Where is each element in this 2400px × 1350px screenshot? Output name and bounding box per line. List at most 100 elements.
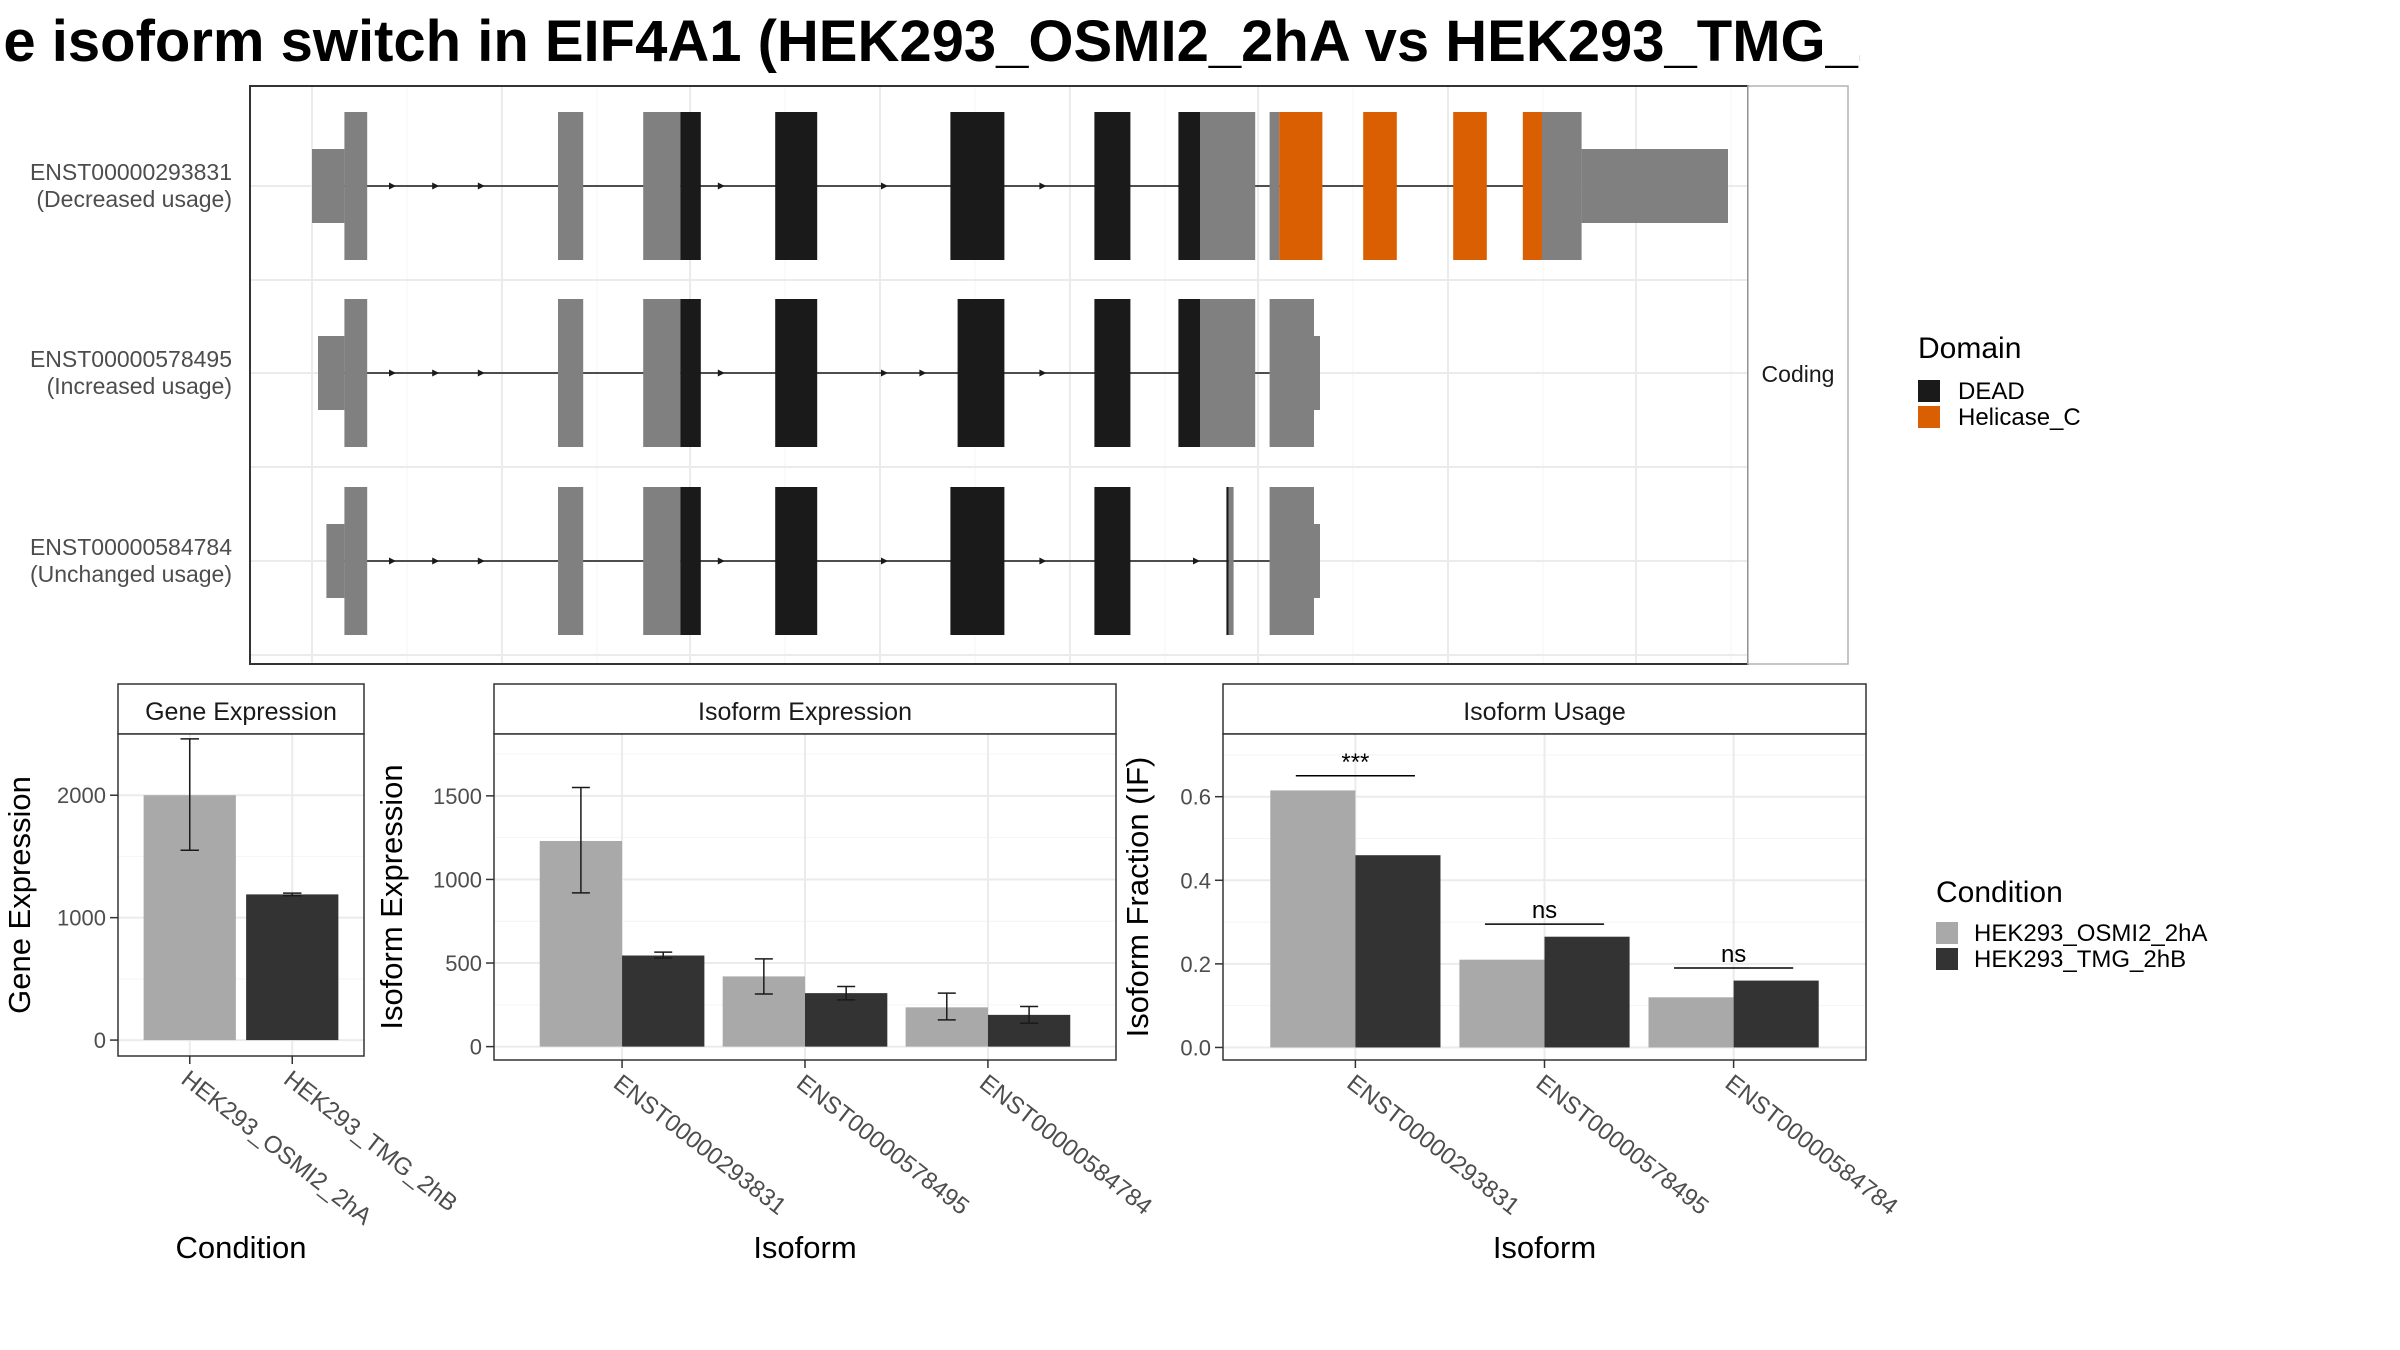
exon-segment: [344, 487, 368, 635]
coding-strip: [1747, 85, 1849, 665]
exon-segment: [558, 112, 584, 260]
y-tick-label: 2000: [57, 783, 106, 808]
domain-legend-label: DEAD: [1958, 378, 2025, 405]
intron-direction-arrow: [1039, 369, 1047, 377]
exon-segment: [643, 487, 681, 635]
exon-segment: [1178, 112, 1200, 260]
significance-label: ns: [1532, 897, 1557, 924]
x-axis-title: Isoform: [753, 1230, 856, 1265]
condition-legend-key: [1936, 948, 1958, 970]
intron-direction-arrow: [432, 557, 440, 565]
exon-segment: [643, 112, 681, 260]
exon-segment: [1226, 487, 1229, 635]
exon-segment: [558, 299, 584, 447]
exon-segment: [1314, 336, 1320, 410]
exon-segment: [1094, 487, 1131, 635]
intron-direction-arrow: [389, 182, 396, 190]
panel-strip-label: Gene Expression: [145, 698, 337, 726]
bar: [1733, 980, 1819, 1048]
exon-segment: [1522, 112, 1542, 260]
isoform-label-id: ENST00000293831: [30, 159, 232, 185]
condition-legend-label: HEK293_OSMI2_2hA: [1974, 920, 2207, 947]
exon-segment: [1178, 299, 1200, 447]
intron-direction-arrow: [717, 369, 725, 377]
x-tick-label: ENST00000578495: [1531, 1069, 1714, 1220]
x-axis-title: Condition: [176, 1230, 307, 1265]
intron-direction-arrow: [1039, 557, 1047, 565]
condition-legend-label: HEK293_TMG_2hB: [1974, 946, 2186, 973]
bar: [1355, 855, 1441, 1048]
bar: [805, 993, 888, 1047]
y-tick-label: 0: [94, 1028, 106, 1053]
exon-segment: [775, 487, 818, 635]
exon-segment: [1363, 112, 1397, 260]
x-tick-label: ENST00000293831: [1342, 1069, 1525, 1220]
panel-strip: [493, 683, 1117, 735]
y-tick-label: 1000: [57, 906, 106, 931]
exon-segment: [1200, 112, 1256, 260]
bar: [1270, 790, 1356, 1048]
isoform-label-usage: (Unchanged usage): [30, 561, 232, 587]
exon-segment: [558, 487, 584, 635]
y-tick-label: 0.6: [1180, 785, 1211, 810]
exon-segment: [775, 299, 818, 447]
domain-legend-title: Domain: [1918, 332, 2021, 365]
isoform-label-usage: (Decreased usage): [36, 186, 232, 212]
bar: [622, 955, 705, 1047]
y-tick-label: 1000: [433, 867, 482, 892]
exon-segment: [950, 112, 1005, 260]
bar: [1544, 936, 1630, 1048]
x-tick-label: HEK293_OSMI2_2hA: [176, 1065, 377, 1230]
y-tick-label: 0.2: [1180, 952, 1211, 977]
intron-direction-arrow: [432, 182, 440, 190]
isoform-expression-panel: Isoform Expression 0 500 1000 1500 ENST000002…: [374, 683, 1157, 1265]
y-axis-title: Gene Expression: [2, 776, 37, 1014]
exon-segment: [680, 112, 701, 260]
y-axis-title: Isoform Expression: [374, 764, 409, 1029]
intron-direction-arrow: [881, 369, 888, 377]
exon-segment: [1542, 112, 1582, 260]
y-tick-label: 0.0: [1180, 1035, 1211, 1060]
significance-label: ns: [1721, 941, 1746, 968]
exon-segment: [1269, 299, 1314, 447]
condition-legend-key: [1936, 922, 1958, 944]
x-axis-title: Isoform: [1493, 1230, 1596, 1265]
intron-direction-arrow: [432, 369, 440, 377]
intron-direction-arrow: [477, 182, 485, 190]
exon-segment: [643, 299, 681, 447]
panel-strip-label: Isoform Usage: [1463, 698, 1626, 726]
intron-direction-arrow: [717, 182, 725, 190]
condition-legend-title: Condition: [1936, 876, 2063, 909]
domain-legend-key: [1918, 380, 1940, 402]
y-tick-label: 1500: [433, 784, 482, 809]
exon-segment: [312, 149, 345, 223]
chart-title: he isoform switch in EIF4A1 (HEK293_OSMI…: [0, 8, 1860, 82]
exon-segment: [344, 299, 368, 447]
x-tick-label: ENST00000578495: [791, 1069, 974, 1220]
panel-strip: [117, 683, 365, 735]
exon-segment: [326, 524, 345, 598]
exon-segment: [1581, 149, 1728, 223]
bar: [246, 894, 339, 1041]
panel-strip: [1222, 683, 1867, 735]
intron-direction-arrow: [1193, 557, 1200, 565]
panel-strip-label: Isoform Expression: [698, 698, 912, 726]
exon-segment: [957, 299, 1005, 447]
exon-segment: [680, 487, 701, 635]
exon-segment: [1094, 299, 1131, 447]
significance-label: ***: [1341, 749, 1369, 776]
exon-segment: [1314, 524, 1320, 598]
isoform-label-id: ENST00000584784: [30, 534, 232, 560]
exon-segment: [950, 487, 1005, 635]
y-tick-label: 0.4: [1180, 868, 1211, 893]
exon-segment: [775, 112, 818, 260]
chart-title-text: he isoform switch in EIF4A1 (HEK293_OSMI…: [0, 9, 1860, 74]
exon-segment: [1228, 487, 1234, 635]
exon-segment: [1269, 112, 1280, 260]
exon-segment: [1094, 112, 1131, 260]
gene-structure-panel: ENST00000293831(Decreased usage) ENST0000…: [30, 85, 1849, 665]
isoform-usage-panel: Isoform Usage *** ns ns 0.0 0.2 0.4 0.6 ENST0000…: [1120, 683, 1903, 1265]
